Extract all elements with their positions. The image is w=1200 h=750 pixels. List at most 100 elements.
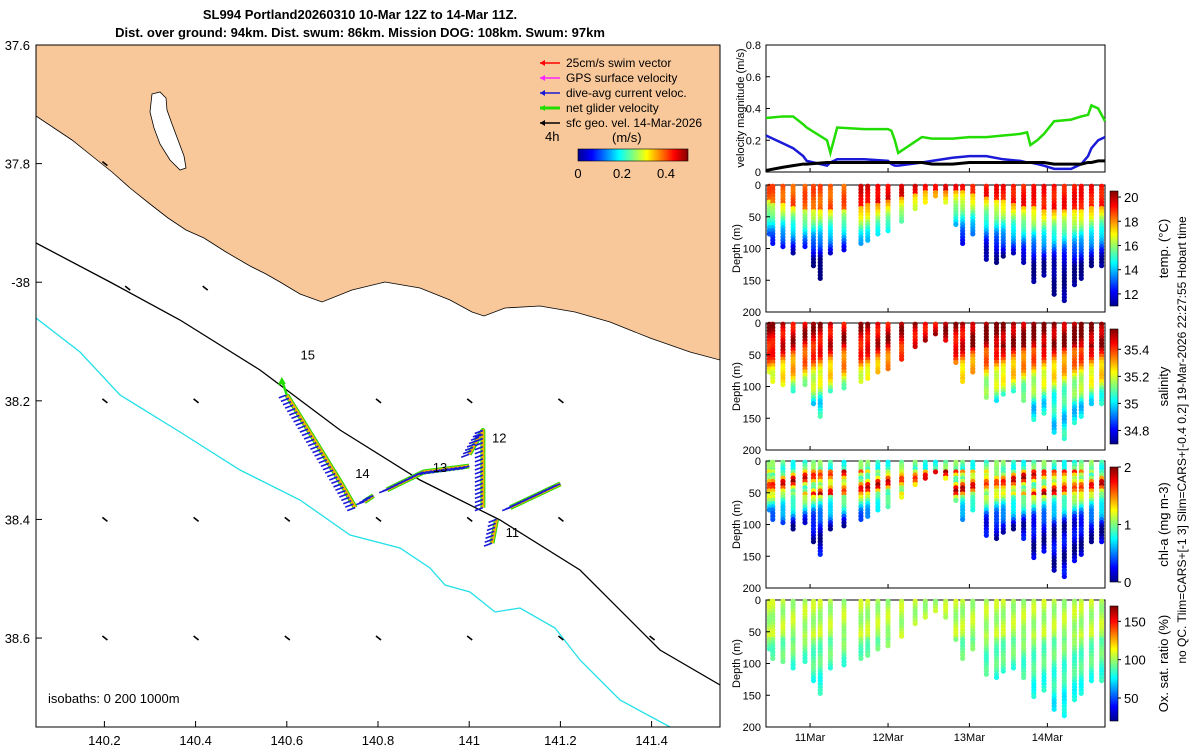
colorbar-tick-label: 16 (1124, 238, 1138, 253)
profile-sample (780, 658, 786, 665)
velocity-ytick-label: 0.6 (746, 72, 761, 84)
profile-sample (1010, 665, 1017, 671)
profile-sample (1071, 697, 1078, 703)
dive-avg-vector (464, 446, 474, 452)
profile-sample (802, 519, 808, 526)
dive-avg-vector (278, 394, 288, 399)
scale-label: 4h (545, 129, 559, 144)
dive-avg-vector (312, 448, 321, 454)
map-ytick-label: 38.4 (5, 512, 30, 527)
geo-velocity-arrow (466, 516, 473, 523)
profile-sample (932, 331, 939, 337)
dive-avg-vector (501, 506, 511, 512)
time-tick-label: 12Mar (872, 732, 904, 744)
colorbar-unit: (m/s) (612, 130, 642, 145)
profile-ylabel: Depth (m) (731, 224, 743, 273)
profile-sample (1021, 397, 1027, 404)
dive-avg-vector (343, 500, 352, 505)
dive-avg-vector (301, 431, 311, 437)
legend-box (530, 54, 710, 146)
profile-sample (899, 218, 905, 224)
dive-avg-vector (378, 489, 388, 494)
profile-sample (993, 259, 1000, 266)
colorbar-tick-label: 18 (1124, 214, 1138, 229)
profile-sample (1071, 420, 1078, 426)
profile-sample (780, 381, 786, 388)
depth-tick-label: 50 (749, 350, 761, 362)
depth-tick-label: 150 (743, 551, 761, 563)
profile-sample (993, 535, 1000, 542)
profile-sample (1010, 526, 1017, 532)
dive-avg-vector (419, 470, 429, 476)
dive-avg-vector (335, 486, 344, 491)
velocity-series (765, 103, 1107, 172)
dive-avg-vector (305, 438, 315, 444)
depth-tick-label: 200 (743, 583, 761, 595)
colorbar-tick-label: 14 (1124, 263, 1138, 278)
profile-sample (899, 356, 905, 362)
profile-sample (885, 228, 891, 234)
profile-sample (875, 646, 881, 652)
profile-sample (1010, 250, 1017, 256)
dive-avg-vector (448, 466, 458, 472)
profile-sample (810, 401, 817, 407)
profile-sample (912, 205, 918, 212)
profile-sample (802, 381, 808, 388)
profile-sample (780, 243, 786, 250)
map-axes: 140.2 140.4 140.6 140.8 141 141.2 141.437.637.… (5, 38, 668, 748)
profile-sample (827, 665, 834, 671)
track-day-label: 12 (492, 430, 506, 445)
legend-label: net glider velocity (566, 101, 659, 115)
dive-avg-vector (474, 466, 484, 471)
profile-sample (802, 658, 808, 665)
profile-sample (770, 516, 776, 523)
profile-sample (1021, 259, 1027, 266)
geo-velocity-arrow (101, 398, 108, 404)
profile-ylabel: Depth (m) (731, 500, 743, 549)
profile-sample (912, 620, 918, 627)
profile-sample (922, 337, 928, 343)
profile-sample (960, 516, 966, 523)
profile-sample (865, 375, 871, 381)
map-ytick-label: 37.6 (5, 38, 30, 53)
depth-tick-label: 0 (755, 180, 761, 192)
colorbar-label: chl-a (mg m-3) (1156, 482, 1171, 567)
surface-geostrophic-vectors (101, 160, 656, 641)
legend-arrowhead (540, 60, 545, 66)
profile-sample (885, 643, 891, 649)
geo-velocity-arrow (557, 635, 564, 641)
dive-avg-vector (486, 526, 496, 532)
geo-velocity-arrow (124, 285, 131, 291)
profile-colorbar (1109, 605, 1119, 722)
geo-velocity-arrow (557, 398, 564, 404)
time-tick-label: 13Mar (954, 732, 986, 744)
geo-velocity-arrow (202, 285, 209, 291)
profile-sample (922, 475, 928, 481)
profile-sample (960, 655, 966, 662)
profile-sample (841, 662, 847, 668)
depth-tick-label: 0 (755, 318, 761, 330)
profile-sample (858, 378, 864, 385)
speed-colorbar-tick: 0 (574, 166, 581, 181)
profile-sample (817, 413, 823, 419)
profile-sample (790, 665, 796, 671)
profile-sample (1078, 690, 1084, 696)
dive-avg-vector (427, 469, 437, 475)
glider-track: 15 14 13 12 11 (277, 347, 562, 547)
depth-tick-label: 100 (743, 520, 761, 532)
isobath-label: isobaths: 0 200 1000m (48, 691, 180, 706)
dive-avg-vector (474, 450, 484, 455)
profile-sample (827, 250, 834, 256)
profile-sample (1000, 529, 1006, 535)
profile-sample (1099, 539, 1105, 545)
geo-velocity-arrow (375, 398, 382, 404)
dive-avg-vector (474, 494, 484, 500)
profile-sample (1000, 253, 1006, 259)
profile-sample (802, 243, 808, 250)
speed-colorbar-tick: 0.4 (657, 166, 675, 181)
geo-velocity-arrow (557, 516, 564, 523)
profile-colorbar (1109, 328, 1119, 445)
dive-avg-vector (472, 433, 482, 438)
profile-dots (766, 459, 1105, 580)
track-day-label: 13 (433, 460, 447, 475)
